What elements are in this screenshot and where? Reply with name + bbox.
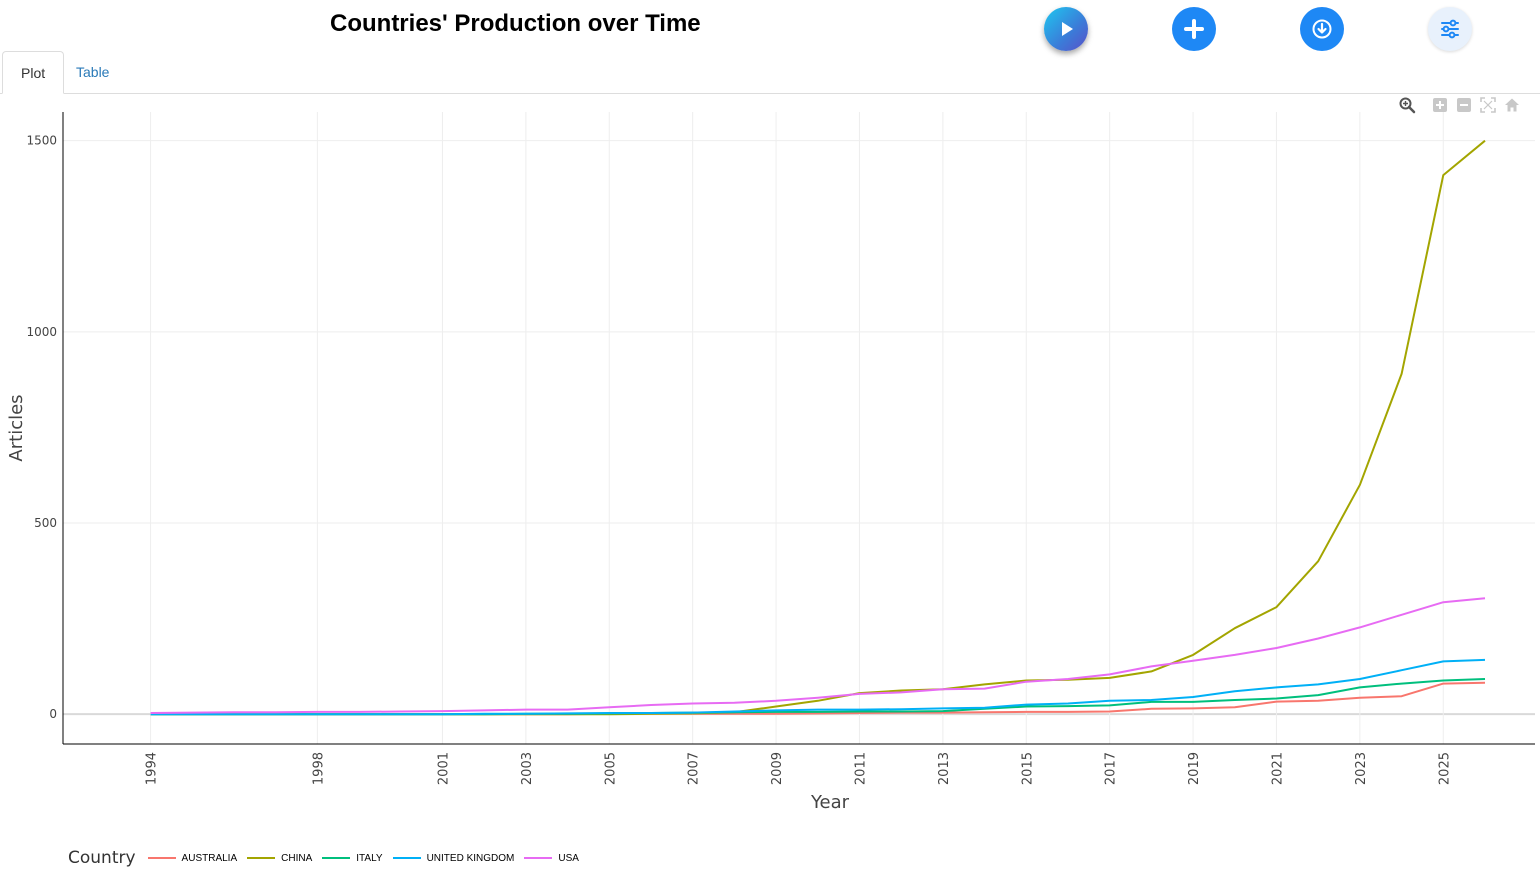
download-icon [1312, 19, 1332, 39]
x-tick-label: 2025 [1437, 752, 1452, 785]
legend-label: UNITED KINGDOM [426, 852, 515, 864]
play-icon [1062, 22, 1073, 36]
x-tick-label: 2011 [853, 752, 868, 785]
tab-bar: Plot Table [0, 51, 1540, 94]
settings-button[interactable] [1428, 7, 1472, 51]
x-tick-label: 1998 [311, 752, 326, 785]
series-line-china [150, 139, 1486, 716]
page-title: Countries' Production over Time [330, 10, 701, 37]
zoom-in-icon[interactable] [1432, 97, 1448, 113]
y-tick-label: 1000 [26, 325, 57, 339]
x-tick-label: 2003 [520, 752, 535, 785]
y-tick-label: 0 [49, 707, 57, 721]
zoom-icon[interactable] [1398, 96, 1416, 114]
y-axis-title: Articles [6, 394, 27, 461]
legend-title: Country [68, 848, 136, 868]
legend-label: USA [558, 852, 579, 864]
sliders-icon [1441, 19, 1459, 39]
add-to-report-button[interactable] [1172, 7, 1216, 51]
run-button[interactable] [1044, 7, 1088, 51]
x-axis-title: Year [810, 792, 850, 813]
x-tick-label: 2001 [436, 752, 451, 785]
x-tick-label: 2017 [1104, 752, 1119, 785]
plus-icon [1184, 19, 1204, 39]
x-tick-label: 2013 [937, 752, 952, 785]
autoscale-icon[interactable] [1480, 97, 1496, 113]
series-group [150, 139, 1486, 716]
legend-item-italy[interactable]: ITALY [322, 852, 383, 864]
x-tick-label: 2005 [603, 752, 618, 785]
x-tick-label: 2015 [1020, 752, 1035, 785]
y-tick-label: 1500 [26, 134, 57, 148]
x-tick-label: 2019 [1187, 752, 1202, 785]
legend-swatch [524, 857, 553, 859]
reset-axes-icon[interactable] [1504, 97, 1520, 113]
x-tick-label: 2023 [1354, 752, 1369, 785]
x-tick-label: 2021 [1270, 752, 1285, 785]
legend-label: AUSTRALIA [181, 852, 238, 864]
legend-swatch [322, 857, 351, 859]
legend-swatch [392, 857, 421, 859]
x-tick-label: 1994 [145, 752, 160, 785]
tab-table[interactable]: Table [76, 64, 110, 80]
legend-item-australia[interactable]: AUSTRALIA [147, 852, 238, 864]
y-tick-label: 500 [34, 516, 57, 530]
legend-item-china[interactable]: CHINA [247, 853, 312, 864]
download-button[interactable] [1300, 7, 1344, 51]
x-tick-label: 2007 [687, 752, 702, 785]
series-line-usa [150, 597, 1486, 714]
tab-plot[interactable]: Plot [2, 51, 65, 94]
legend-swatch [147, 857, 176, 859]
legend-label: CHINA [281, 852, 313, 864]
legend-item-united-kingdom[interactable]: UNITED KINGDOM [392, 852, 515, 864]
legend: Country AUSTRALIA CHINA ITALY UNITED KIN… [68, 846, 589, 870]
series-line-united-kingdom [150, 658, 1486, 716]
legend-label: ITALY [356, 852, 383, 864]
legend-item-usa[interactable]: USA [524, 853, 579, 864]
x-tick-label: 2009 [770, 752, 785, 785]
legend-swatch [247, 857, 276, 859]
zoom-out-icon[interactable] [1456, 97, 1472, 113]
